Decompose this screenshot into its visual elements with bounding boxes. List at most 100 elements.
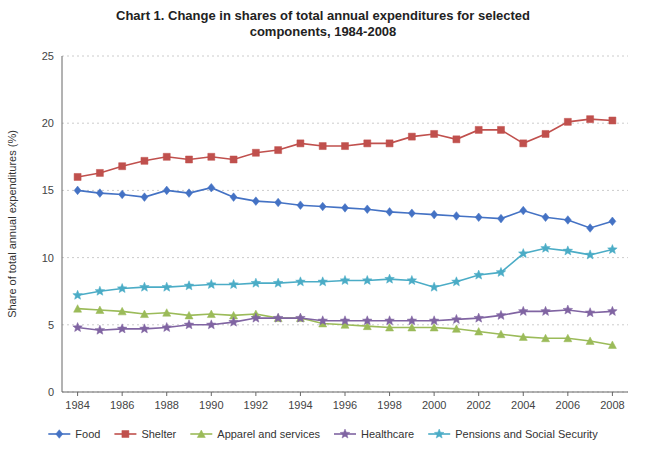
point bbox=[296, 314, 304, 322]
point bbox=[141, 157, 148, 164]
point bbox=[496, 267, 506, 276]
point bbox=[208, 183, 215, 192]
x-tick bbox=[122, 392, 123, 396]
x-tick bbox=[434, 392, 435, 396]
x-tick-label: 2008 bbox=[600, 399, 624, 411]
point bbox=[564, 216, 571, 225]
point bbox=[563, 305, 573, 314]
grid-line bbox=[62, 123, 628, 124]
point bbox=[230, 193, 237, 202]
point bbox=[163, 186, 170, 195]
x-tick-label: 2006 bbox=[556, 399, 580, 411]
x-tick-label: 1986 bbox=[110, 399, 134, 411]
point bbox=[586, 337, 594, 345]
point bbox=[342, 204, 349, 213]
x-tick bbox=[255, 392, 256, 396]
point bbox=[429, 282, 439, 291]
grid-line bbox=[62, 392, 628, 393]
point bbox=[318, 316, 328, 325]
point bbox=[608, 245, 618, 254]
point bbox=[140, 282, 150, 291]
point bbox=[95, 286, 105, 295]
y-axis bbox=[62, 56, 63, 392]
point bbox=[520, 140, 527, 147]
legend-label: Food bbox=[75, 428, 100, 440]
y-tick-label: 20 bbox=[42, 117, 54, 129]
y-tick-label: 5 bbox=[48, 319, 54, 331]
point bbox=[519, 333, 527, 341]
point bbox=[429, 316, 439, 325]
point bbox=[496, 310, 506, 319]
legend-marker bbox=[434, 429, 444, 438]
point bbox=[118, 307, 126, 315]
point bbox=[319, 202, 326, 211]
point bbox=[519, 306, 529, 315]
point bbox=[208, 153, 215, 160]
point bbox=[207, 279, 217, 288]
point bbox=[275, 147, 282, 154]
point bbox=[297, 201, 304, 210]
x-tick bbox=[77, 392, 78, 396]
point bbox=[364, 205, 371, 214]
chart: Chart 1. Change in shares of total annua… bbox=[0, 0, 646, 469]
point bbox=[229, 317, 239, 326]
point bbox=[587, 224, 594, 233]
point bbox=[340, 316, 350, 325]
x-tick-label: 2000 bbox=[422, 399, 446, 411]
x-tick bbox=[345, 392, 346, 396]
series-group bbox=[73, 116, 617, 349]
point bbox=[452, 314, 462, 323]
point bbox=[542, 213, 549, 222]
point bbox=[564, 118, 571, 125]
point bbox=[162, 282, 172, 291]
x-tick bbox=[389, 392, 390, 396]
point bbox=[587, 116, 594, 123]
point bbox=[541, 306, 551, 315]
point bbox=[497, 214, 504, 223]
x-tick bbox=[612, 392, 613, 396]
point bbox=[275, 198, 282, 207]
legend-item: Apparel and services bbox=[190, 428, 320, 440]
title: Chart 1. Change in shares of total annua… bbox=[116, 8, 530, 39]
point bbox=[296, 313, 306, 322]
point bbox=[431, 210, 438, 219]
point bbox=[497, 330, 505, 338]
point bbox=[73, 290, 83, 299]
point bbox=[453, 212, 460, 221]
legend-label: Shelter bbox=[141, 428, 176, 440]
point bbox=[340, 275, 350, 284]
point bbox=[363, 275, 373, 284]
point bbox=[475, 213, 482, 222]
point bbox=[184, 320, 194, 329]
x-tick-label: 1994 bbox=[288, 399, 312, 411]
y-tick-label: 10 bbox=[42, 252, 54, 264]
point bbox=[74, 173, 81, 180]
point bbox=[96, 169, 103, 176]
legend-item: Food bbox=[48, 428, 100, 440]
point bbox=[563, 246, 573, 255]
y-tick-label: 15 bbox=[42, 184, 54, 196]
point bbox=[74, 305, 82, 313]
point bbox=[74, 186, 81, 195]
point bbox=[273, 313, 283, 322]
point bbox=[385, 316, 395, 325]
legend: FoodShelterApparel and servicesHealthcar… bbox=[48, 428, 598, 440]
point bbox=[342, 143, 349, 150]
point bbox=[475, 126, 482, 133]
y-tick-label: 25 bbox=[42, 50, 54, 62]
x-tick-label: 1984 bbox=[65, 399, 89, 411]
point bbox=[251, 313, 261, 322]
point bbox=[207, 310, 215, 318]
grid-line bbox=[62, 190, 628, 191]
x-tick-label: 1998 bbox=[377, 399, 401, 411]
x-tick-label: 1992 bbox=[244, 399, 268, 411]
point bbox=[385, 274, 395, 283]
point bbox=[186, 189, 193, 198]
point bbox=[319, 143, 326, 150]
series-line bbox=[78, 310, 613, 330]
grid-line bbox=[62, 257, 628, 258]
point bbox=[273, 278, 283, 287]
point bbox=[585, 308, 595, 317]
point bbox=[475, 328, 483, 336]
title-line: Chart 1. Change in shares of total annua… bbox=[116, 8, 530, 23]
